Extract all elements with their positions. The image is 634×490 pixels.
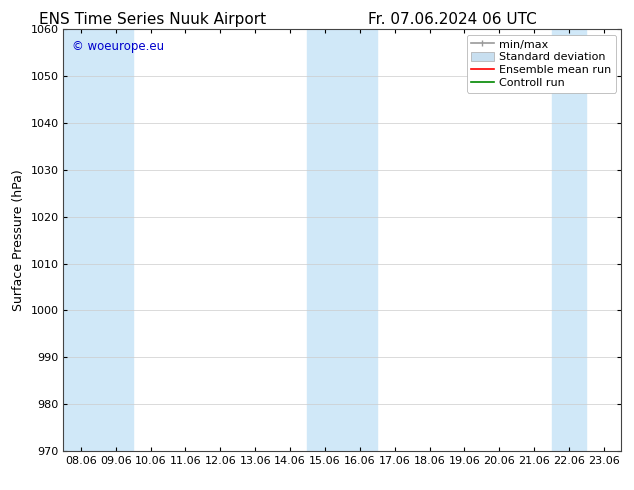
Bar [307,29,377,451]
Y-axis label: Surface Pressure (hPa): Surface Pressure (hPa) [12,169,25,311]
Bar [552,29,586,451]
Text: Fr. 07.06.2024 06 UTC: Fr. 07.06.2024 06 UTC [368,12,536,27]
Text: ENS Time Series Nuuk Airport: ENS Time Series Nuuk Airport [39,12,266,27]
Bar [63,29,133,451]
Text: © woeurope.eu: © woeurope.eu [72,40,164,53]
Legend: min/max, Standard deviation, Ensemble mean run, Controll run: min/max, Standard deviation, Ensemble me… [467,35,616,93]
